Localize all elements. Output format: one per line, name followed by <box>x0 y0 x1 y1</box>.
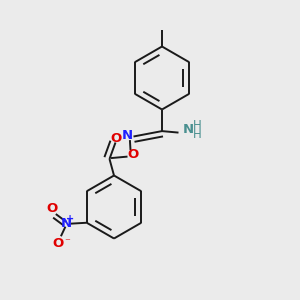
Text: N: N <box>182 123 194 136</box>
Text: N: N <box>61 217 72 230</box>
Text: O: O <box>127 148 139 161</box>
Text: H: H <box>193 128 202 141</box>
Text: O: O <box>52 237 64 250</box>
Text: H: H <box>193 119 202 133</box>
Text: ⁻: ⁻ <box>64 238 70 248</box>
Text: N: N <box>121 129 133 142</box>
Text: +: + <box>66 214 74 224</box>
Text: O: O <box>110 132 122 146</box>
Text: O: O <box>46 202 58 215</box>
